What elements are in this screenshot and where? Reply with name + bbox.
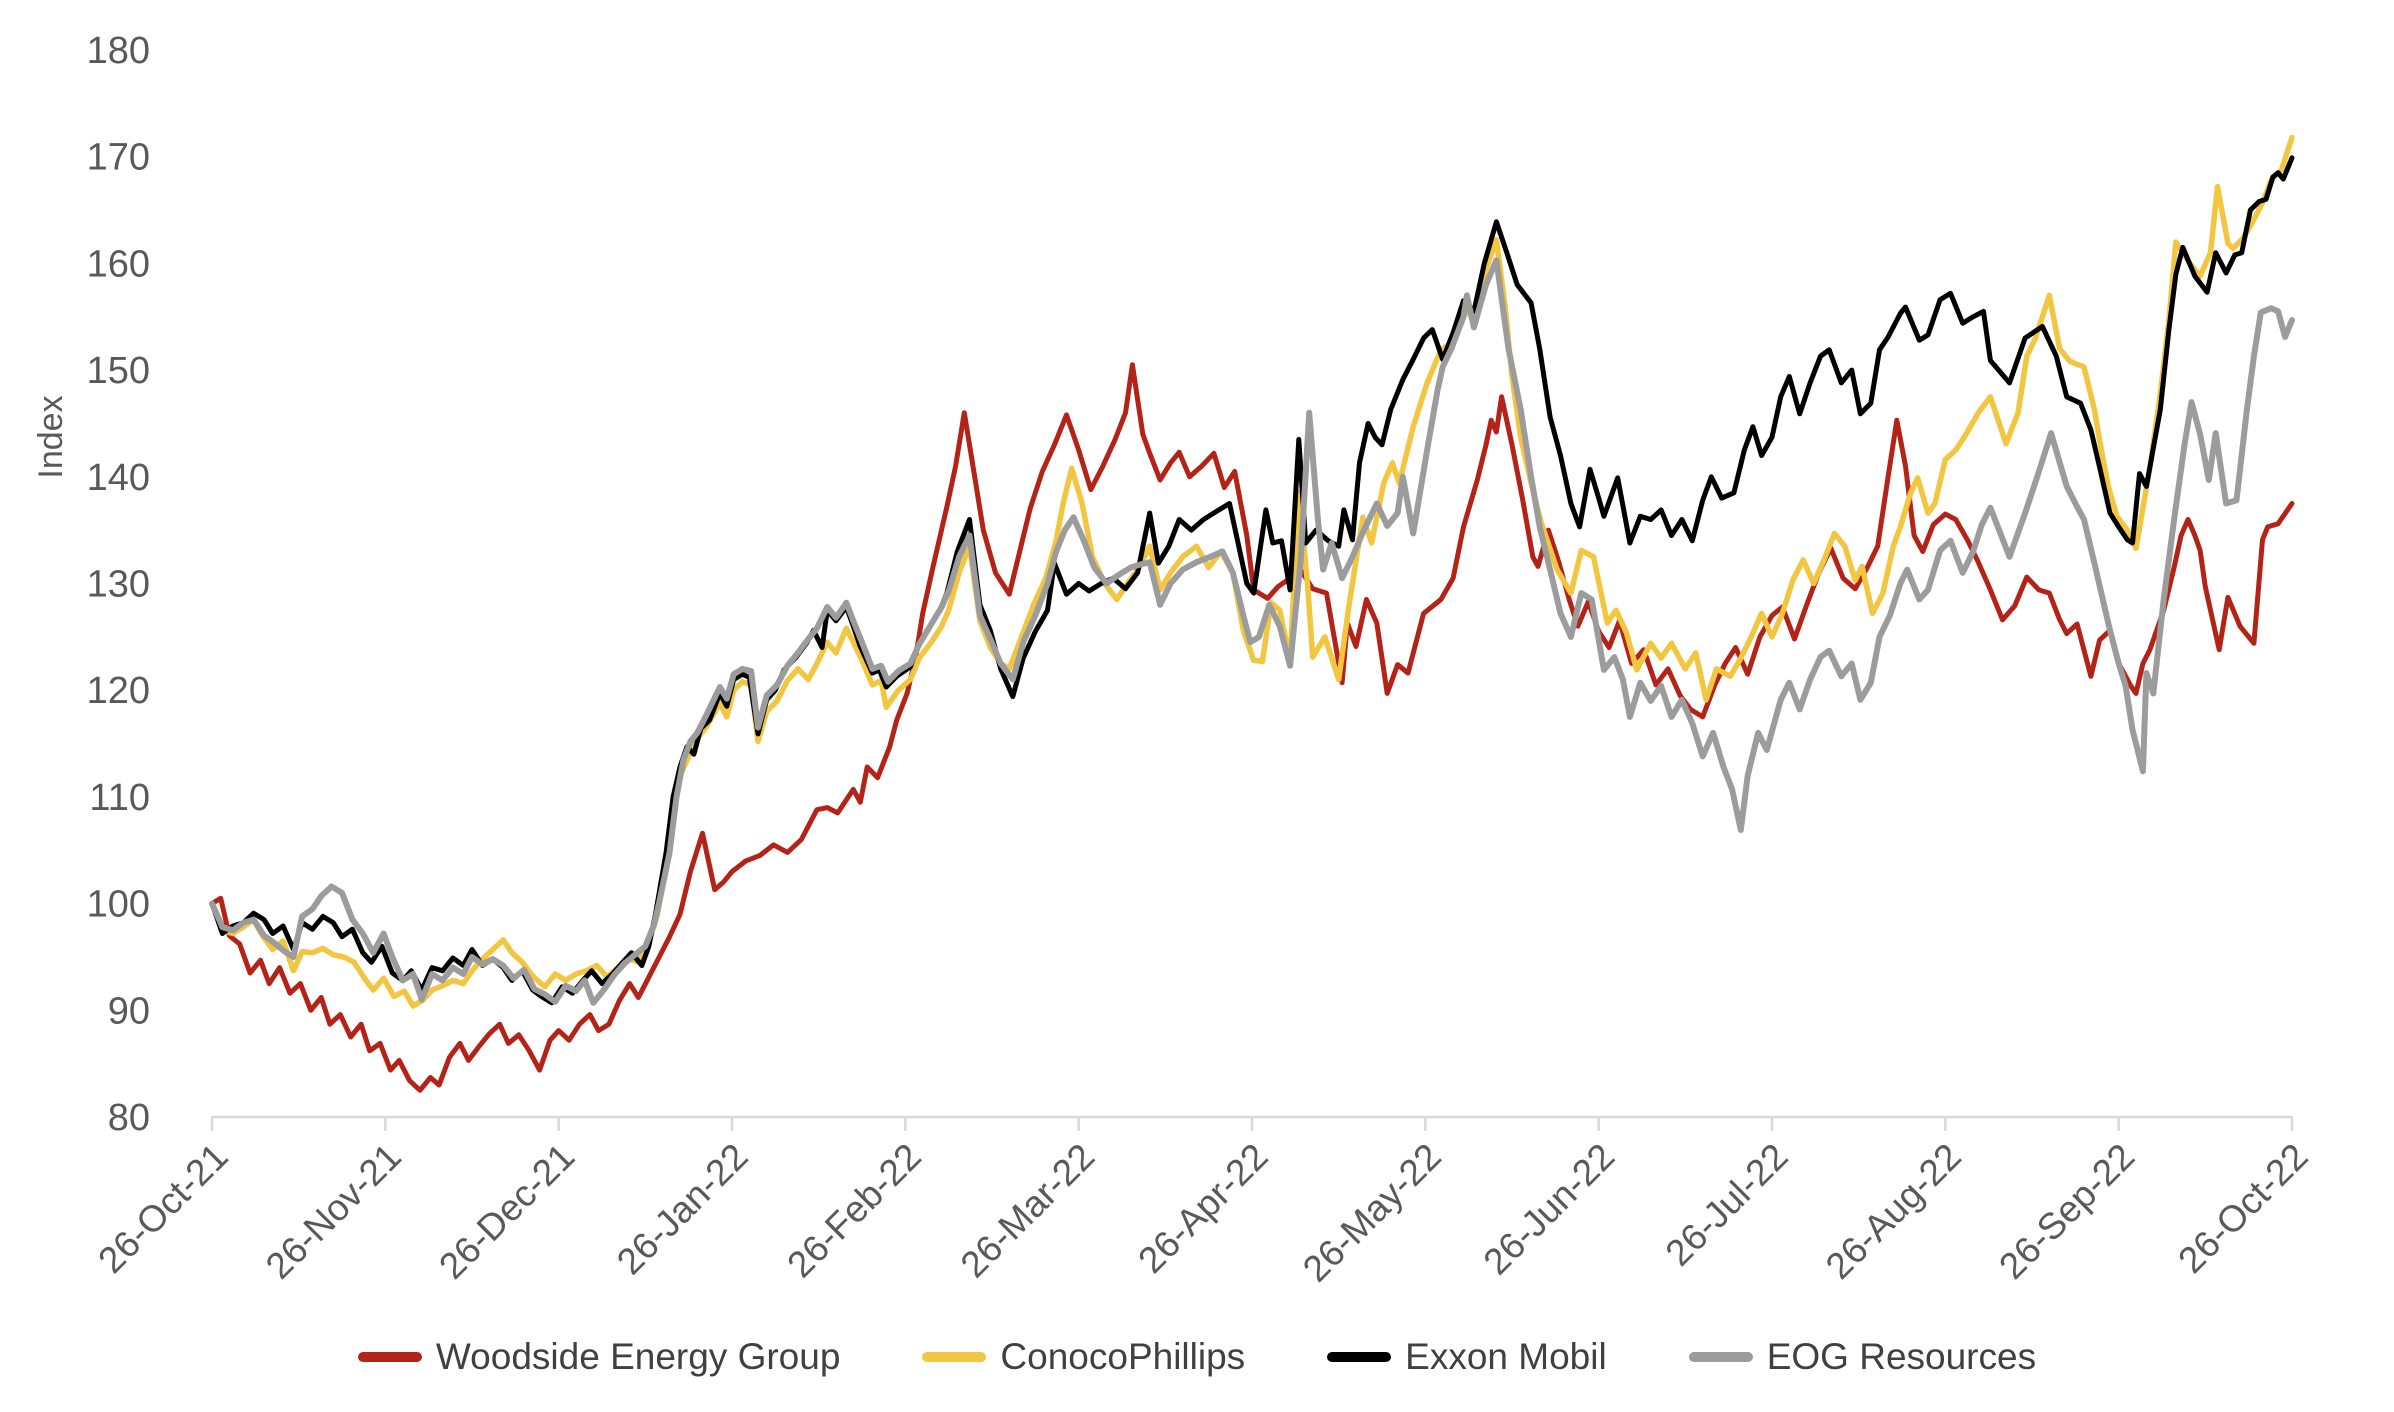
x-tick-label: 26-Jan-22 (609, 1136, 756, 1283)
series-line-eog-resources (209, 257, 2295, 1006)
y-tick-label: 80 (108, 1097, 150, 1139)
legend-label: ConocoPhillips (1000, 1336, 1246, 1377)
x-tick-label: 26-Apr-22 (1130, 1136, 1275, 1281)
y-tick-label: 180 (87, 30, 150, 72)
legend-item-eog-resources: EOG Resources (1688, 1336, 2037, 1378)
y-tick-label: 130 (87, 564, 150, 606)
legend-item-woodside-energy-group: Woodside Energy Group (357, 1336, 841, 1378)
y-axis-title: Index (32, 395, 70, 478)
y-axis: 80 90 100 110 120 130 140 150 160 170 180 (87, 30, 150, 1139)
legend-item-exxon-mobil: Exxon Mobil (1327, 1336, 1607, 1378)
y-tick-label: 100 (87, 884, 150, 926)
legend-label: Woodside Energy Group (435, 1336, 841, 1377)
x-tick-label: 26-Dec-21 (431, 1136, 582, 1287)
legend-swatch (1327, 1352, 1392, 1362)
y-tick-label: 170 (87, 137, 150, 179)
x-tick-label: 26-Oct-21 (90, 1136, 235, 1281)
legend-swatch (1688, 1352, 1753, 1362)
y-tick-label: 120 (87, 670, 150, 712)
x-tick-label: 26-Jun-22 (1476, 1136, 1623, 1283)
x-tick-label: 26-Aug-22 (1818, 1136, 1969, 1287)
y-tick-label: 110 (89, 777, 150, 819)
y-tick-label: 150 (87, 350, 150, 392)
y-tick-label: 90 (108, 990, 150, 1032)
y-tick-label: 140 (87, 457, 150, 499)
legend-item-conocophillips: ConocoPhillips (922, 1336, 1245, 1378)
x-tick-label: 26-May-22 (1295, 1136, 1449, 1290)
x-tick-label: 26-Jul-22 (1658, 1136, 1796, 1274)
x-tick-label: 26-Sep-22 (1991, 1136, 2142, 1287)
legend-swatch (357, 1352, 422, 1362)
legend-swatch (922, 1352, 987, 1362)
x-tick-label: 26-Nov-21 (258, 1136, 409, 1287)
series-lines (209, 134, 2295, 1093)
x-tick-label: 26-Oct-22 (2170, 1136, 2315, 1281)
legend-label: EOG Resources (1766, 1336, 2037, 1377)
x-tick-label: 26-Mar-22 (953, 1136, 1103, 1286)
legend: Woodside Energy Group ConocoPhillips Exxon… (0, 1336, 2394, 1378)
x-axis: 26-Oct-21 26-Nov-21 26-Dec-21 26-Jan-22 26-F… (90, 1115, 2316, 1290)
x-tick-label: 26-Feb-22 (779, 1136, 929, 1286)
series-line-woodside-energy-group (209, 362, 2295, 1093)
y-tick-label: 160 (87, 243, 150, 285)
legend-label: Exxon Mobil (1405, 1336, 1607, 1377)
